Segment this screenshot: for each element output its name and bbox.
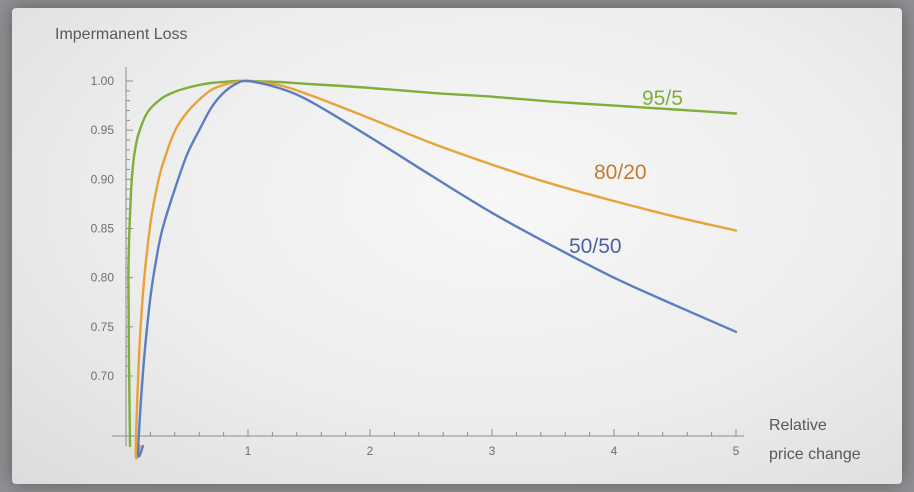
series-label-95-5: 95/5: [642, 87, 683, 110]
y-tick-label: 0.85: [91, 222, 115, 236]
x-tick-label: 5: [733, 444, 740, 458]
x-axis-title-line2: price change: [769, 446, 861, 463]
x-tick-label: 3: [489, 444, 496, 458]
series-line-50-50: [136, 79, 738, 458]
x-tick-label: 2: [367, 444, 374, 458]
y-tick-label: 0.70: [91, 369, 115, 383]
series-label-80-20: 80/20: [594, 161, 647, 184]
y-axis-title: Impermanent Loss: [55, 26, 188, 43]
series-line-80-20: [134, 79, 738, 460]
x-tick-label: 1: [245, 444, 252, 458]
y-tick-label: 0.80: [91, 271, 115, 285]
impermanent-loss-chart: Impermanent Loss Relative price change 1…: [55, 26, 861, 463]
y-tick-label: 0.95: [91, 123, 115, 137]
y-tick-label: 0.75: [91, 320, 115, 334]
series-line-95-5: [127, 79, 738, 448]
y-tick-label: 1.00: [91, 74, 115, 88]
y-tick-label: 0.90: [91, 172, 115, 186]
axes: [112, 67, 744, 446]
x-tick-label: 4: [611, 444, 618, 458]
ticks: 1.00 0.95 0.90 0.85 0.80 0.75 0.70 1 2 3 4 5: [91, 74, 740, 458]
series-label-50-50: 50/50: [569, 235, 622, 258]
series-labels: 95/5 80/20 50/50: [569, 87, 683, 258]
x-axis-title-line1: Relative: [769, 417, 827, 434]
chart-card: Impermanent Loss Relative price change 1…: [12, 8, 902, 484]
series-lines: [127, 79, 738, 460]
